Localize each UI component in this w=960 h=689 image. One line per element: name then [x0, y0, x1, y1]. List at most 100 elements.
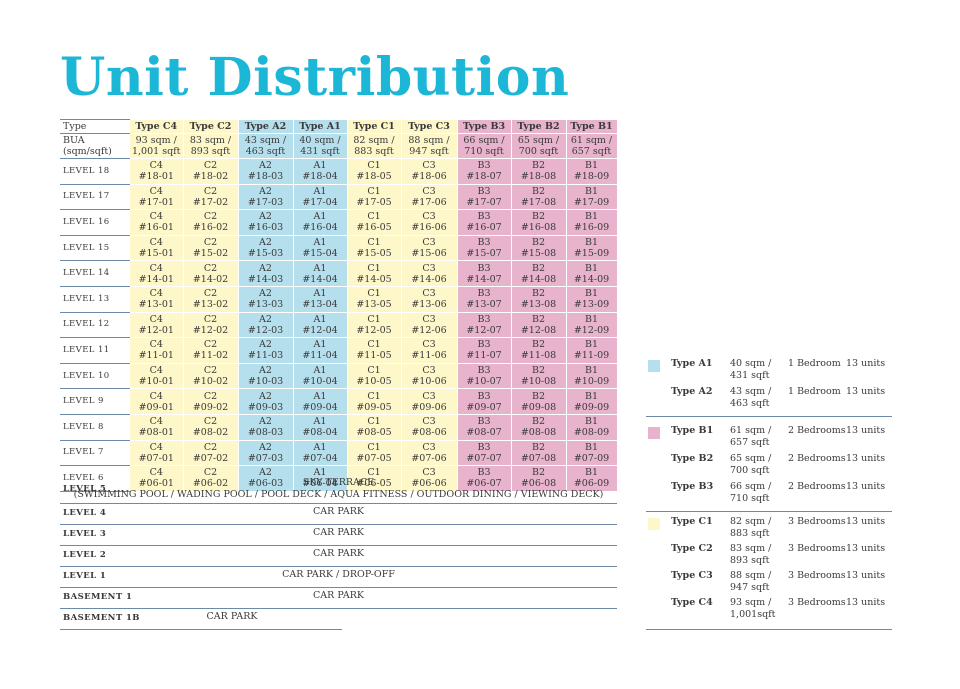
unit-number: #06-02 — [192, 478, 229, 490]
level-use-text: CAR PARK — [60, 548, 617, 560]
unit-type-code: C4 — [149, 160, 163, 172]
unit-number: #18-06 — [411, 171, 447, 183]
unit-type-code: A2 — [259, 185, 272, 197]
unit-type-code: C2 — [203, 416, 218, 428]
unit-number: #13-06 — [411, 299, 447, 311]
bua-sqft: 463 sqft — [245, 146, 286, 157]
unit-cell: C4 #14-01 — [130, 260, 184, 287]
unit-cell: C4 #10-01 — [130, 363, 184, 390]
unit-cell: C2 #06-02 — [183, 465, 239, 492]
legend-type: Type C3 — [671, 570, 713, 581]
unit-number: #18-08 — [520, 171, 557, 183]
unit-cell: B1 #08-09 — [566, 414, 618, 441]
unit-number: #16-06 — [411, 222, 447, 234]
unit-number: #16-07 — [466, 222, 502, 234]
unit-type-code: C1 — [367, 185, 381, 197]
level-row: LEVEL 12 C4 #12-01 C2 #12-02 A2 #12-03 A1 #12-04… — [60, 312, 618, 339]
unit-number: #18-01 — [138, 171, 174, 183]
unit-type-code: C2 — [203, 288, 218, 300]
unit-number: #07-07 — [466, 452, 502, 464]
unit-type-code: C2 — [203, 160, 218, 172]
unit-cell: C3 #16-06 — [401, 209, 458, 236]
unit-cell: B1 #12-09 — [566, 312, 618, 339]
unit-cell: C4 #15-01 — [130, 235, 184, 262]
legend-area: 65 sqm /700 sqft — [730, 453, 775, 477]
unit-type-code: B2 — [531, 390, 546, 402]
unit-number: #09-01 — [138, 401, 174, 413]
unit-number: #17-03 — [247, 196, 284, 208]
level-label: LEVEL 1 — [63, 571, 107, 581]
level-row: LEVEL 16 C4 #16-01 C2 #16-02 A2 #16-03 A1 #16-04… — [60, 209, 618, 236]
unit-type-code: B3 — [477, 185, 491, 197]
unit-cell: C4 #12-01 — [130, 312, 184, 339]
unit-number: #16-04 — [302, 222, 338, 234]
unit-cell: B2 #14-08 — [511, 260, 567, 287]
legend-sqft: 431 sqft — [730, 370, 770, 381]
level-label: LEVEL 18 — [60, 158, 130, 185]
unit-cell: A2 #15-03 — [238, 235, 294, 262]
unit-number: #13-01 — [138, 299, 174, 311]
unit-type-code: C4 — [149, 390, 163, 402]
unit-number: #07-08 — [520, 452, 557, 464]
bua-sqft: 883 sqft — [354, 146, 394, 157]
legend-sqm: 93 sqm / — [730, 597, 772, 608]
unit-type-code: C3 — [422, 390, 436, 402]
unit-cell: B2 #18-08 — [511, 158, 567, 185]
unit-type-code: B1 — [584, 441, 599, 453]
unit-number: #12-05 — [356, 324, 392, 336]
level-use-line1: CAR PARK — [206, 611, 258, 622]
unit-type-code: C3 — [422, 237, 436, 249]
unit-cell: B2 #06-08 — [511, 465, 567, 492]
legend-area: 88 sqm /947 sqft — [730, 570, 775, 594]
unit-type-code: B3 — [477, 441, 491, 453]
type-header-cell: Type C4 — [130, 119, 184, 134]
legend-item: Type B3 66 sqm /710 sqft 2 Bedrooms 13 unit… — [646, 481, 892, 507]
unit-cell: A1 #12-04 — [293, 312, 348, 339]
legend-sqft: 700 sqft — [730, 465, 770, 476]
legend-area: 83 sqm /893 sqft — [730, 543, 775, 567]
unit-cell: C2 #12-02 — [183, 312, 239, 339]
unit-type-code: A1 — [313, 185, 327, 197]
unit-number: #13-08 — [520, 299, 557, 311]
unit-cell: B3 #10-07 — [457, 363, 512, 390]
legend-type: Type B1 — [671, 425, 714, 436]
page-title: Unit Distribution — [60, 47, 570, 108]
unit-type-code: A1 — [313, 211, 327, 223]
bua-sqft: 657 sqft — [571, 146, 612, 157]
unit-type-code: A1 — [313, 441, 327, 453]
unit-cell: B1 #11-09 — [566, 337, 618, 364]
unit-type-code: B1 — [584, 211, 599, 223]
unit-number: #13-05 — [356, 299, 392, 311]
legend-sqm: 65 sqm / — [730, 453, 772, 464]
unit-number: #18-02 — [192, 171, 229, 183]
level-row: LEVEL 14 C4 #14-01 C2 #14-02 A2 #14-03 A1 #14-04… — [60, 260, 618, 287]
unit-number: #14-06 — [411, 273, 447, 285]
unit-cell: B3 #13-07 — [457, 286, 512, 313]
unit-number: #09-04 — [302, 401, 338, 413]
unit-number: #15-08 — [520, 248, 557, 260]
bua-row: BUA (sqm/sqft) 93 sqm /1,001 sqft 83 sqm /8… — [60, 133, 618, 159]
legend-swatch — [648, 427, 660, 439]
unit-type-code: B3 — [477, 288, 491, 300]
level-label: BASEMENT 1B — [63, 613, 140, 623]
type-header-cell: Type B2 — [511, 119, 567, 134]
lower-level-row: LEVEL 5 SKY TERRACE (SWIMMING POOL / WADIN… — [60, 477, 617, 504]
unit-number: #06-06 — [411, 478, 447, 490]
legend-sqft: 1,001sqft — [730, 609, 776, 620]
legend-sqm: 88 sqm / — [730, 570, 772, 581]
unit-type-code: C4 — [149, 467, 163, 479]
legend-sqm: 61 sqm / — [730, 425, 772, 436]
bua-sqm: 82 sqm / — [353, 135, 395, 146]
unit-type-code: A2 — [259, 365, 272, 377]
legend-sqft: 893 sqft — [730, 555, 770, 566]
level-use-line1: CAR PARK — [313, 506, 364, 517]
unit-type-code: C2 — [203, 441, 218, 453]
unit-type-code: A2 — [259, 313, 272, 325]
unit-number: #17-01 — [138, 196, 174, 208]
bua-sqft: 700 sqft — [518, 146, 559, 157]
level-row: LEVEL 13 C4 #13-01 C2 #13-02 A2 #13-03 A1 #13-04… — [60, 286, 618, 313]
unit-cell: C4 #11-01 — [130, 337, 184, 364]
unit-type-code: B3 — [477, 339, 491, 351]
bua-sqft: 893 sqft — [190, 146, 231, 157]
unit-type-code: B1 — [584, 390, 599, 402]
